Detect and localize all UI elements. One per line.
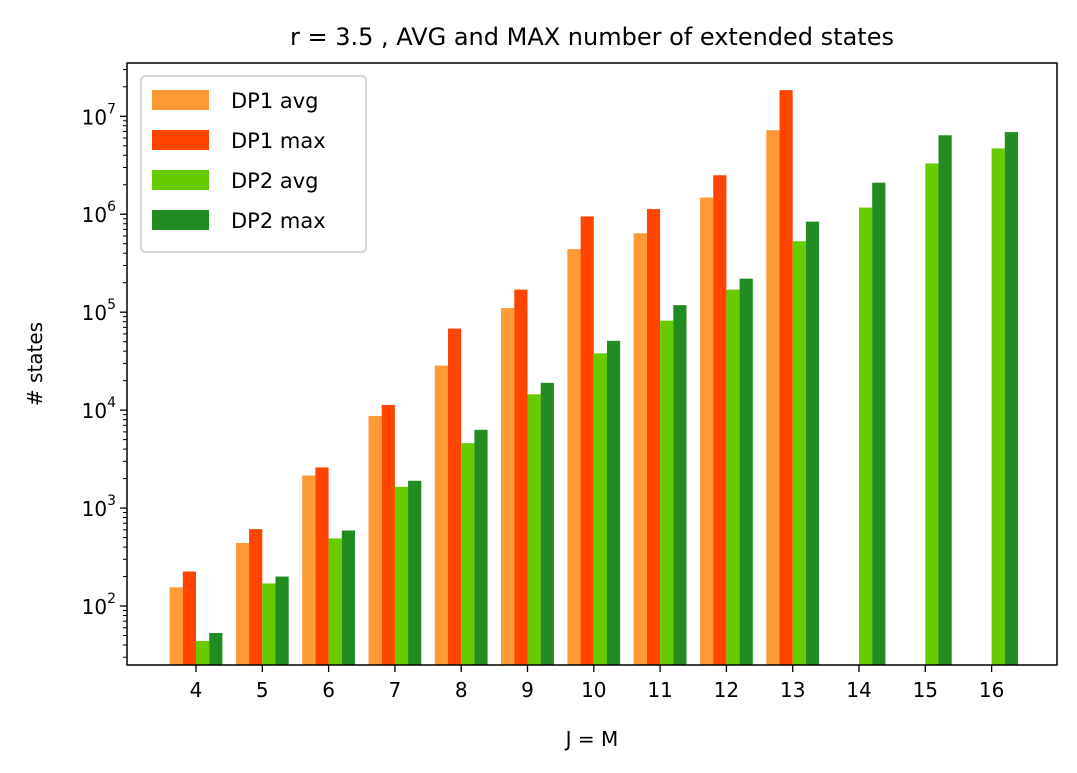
x-tick-label: 11 bbox=[647, 678, 672, 702]
bar-dp1-avg-7 bbox=[368, 416, 382, 665]
bar-dp2-avg-4 bbox=[196, 640, 210, 665]
bars-group bbox=[169, 90, 1018, 666]
x-tick-label: 6 bbox=[322, 678, 335, 702]
legend-label: DP1 max bbox=[231, 129, 326, 153]
x-axis: 4 5 6 7 8 9 10 11 12 13 14 15 16 bbox=[190, 665, 1004, 702]
bar-dp2-avg-12 bbox=[726, 289, 740, 665]
bar-dp1-max-11 bbox=[646, 209, 661, 666]
bar-dp2-max-7 bbox=[408, 480, 422, 665]
bar-dp2-max-16 bbox=[1004, 132, 1018, 665]
bar-dp2-avg-15 bbox=[925, 163, 939, 665]
bar-dp1-max-8 bbox=[448, 328, 462, 665]
y-tick-label: 104 bbox=[82, 395, 116, 423]
x-tick-label: 12 bbox=[714, 678, 739, 702]
bar-dp2-max-11 bbox=[673, 305, 687, 665]
bar-dp2-avg-7 bbox=[394, 486, 409, 665]
legend-label: DP2 avg bbox=[231, 169, 319, 193]
legend-swatch-dp1-max bbox=[152, 130, 209, 150]
legend-frame bbox=[140, 75, 367, 253]
bar-dp2-max-15 bbox=[938, 135, 952, 665]
plot-frame bbox=[126, 62, 1058, 666]
y-tick-label: 103 bbox=[82, 493, 116, 521]
legend-label: DP2 max bbox=[231, 209, 326, 233]
x-tick-label: 10 bbox=[581, 678, 606, 702]
bar-dp1-avg-4 bbox=[169, 587, 183, 665]
bar-dp1-avg-13 bbox=[766, 130, 780, 665]
bar-dp2-max-8 bbox=[474, 429, 488, 665]
bar-dp2-max-9 bbox=[540, 382, 554, 665]
x-tick-label: 8 bbox=[455, 678, 468, 702]
bar-dp1-max-10 bbox=[580, 216, 594, 666]
bar-dp2-avg-10 bbox=[593, 353, 607, 665]
bar-dp1-max-13 bbox=[779, 90, 793, 666]
x-tick-label: 16 bbox=[979, 678, 1004, 702]
y-axis-label: # states bbox=[23, 322, 47, 406]
x-axis-label: J = M bbox=[564, 727, 619, 751]
x-tick-label: 4 bbox=[190, 678, 203, 702]
chart-title: r = 3.5 , AVG and MAX number of extended… bbox=[290, 23, 894, 51]
y-tick-label: 105 bbox=[82, 297, 116, 325]
bar-dp1-avg-10 bbox=[567, 249, 581, 665]
bar-dp2-avg-6 bbox=[328, 538, 342, 665]
bar-dp2-max-10 bbox=[607, 340, 621, 665]
bar-dp2-max-14 bbox=[872, 182, 886, 665]
y-tick-label: 102 bbox=[82, 591, 116, 619]
bar-dp1-max-7 bbox=[381, 404, 395, 665]
x-tick-label: 13 bbox=[780, 678, 805, 702]
bar-dp1-avg-12 bbox=[700, 197, 714, 665]
y-axis: 102 103 104 105 106 107 bbox=[82, 69, 127, 658]
bar-dp1-avg-6 bbox=[302, 475, 316, 665]
legend-swatch-dp1-avg bbox=[152, 90, 209, 110]
x-tick-label: 5 bbox=[256, 678, 269, 702]
bar-dp2-max-13 bbox=[805, 221, 820, 665]
bar-dp2-avg-13 bbox=[792, 241, 806, 666]
x-tick-label: 15 bbox=[913, 678, 938, 702]
bar-dp2-max-6 bbox=[341, 530, 355, 665]
legend-swatch-dp2-max bbox=[152, 210, 209, 230]
legend: DP1 avg DP1 max DP2 avg DP2 max bbox=[140, 75, 367, 253]
bar-dp2-max-4 bbox=[209, 633, 223, 665]
bar-dp1-max-4 bbox=[182, 571, 196, 665]
bar-dp1-max-5 bbox=[249, 529, 263, 665]
bar-dp2-max-12 bbox=[739, 278, 753, 665]
legend-label: DP1 avg bbox=[231, 89, 319, 113]
bar-dp1-avg-8 bbox=[434, 365, 448, 665]
y-tick-label: 107 bbox=[82, 101, 116, 129]
bar-dp1-max-6 bbox=[315, 467, 329, 665]
bar-dp2-max-5 bbox=[275, 576, 289, 665]
bar-dp1-max-9 bbox=[514, 289, 528, 665]
bar-dp1-avg-5 bbox=[235, 543, 250, 665]
bar-dp2-avg-16 bbox=[991, 148, 1005, 665]
legend-swatch-dp2-avg bbox=[152, 170, 209, 190]
bar-dp1-max-12 bbox=[713, 175, 727, 665]
bar-dp2-avg-9 bbox=[527, 394, 541, 665]
x-tick-label: 9 bbox=[521, 678, 534, 702]
x-tick-label: 14 bbox=[846, 678, 871, 702]
bar-dp1-avg-11 bbox=[633, 233, 647, 665]
bar-dp2-avg-5 bbox=[262, 583, 276, 665]
y-tick-label: 106 bbox=[82, 199, 116, 227]
x-tick-label: 7 bbox=[389, 678, 402, 702]
bar-dp2-avg-14 bbox=[859, 207, 873, 665]
bar-dp2-avg-8 bbox=[461, 443, 475, 665]
bar-dp2-avg-11 bbox=[660, 320, 674, 665]
bar-dp1-avg-9 bbox=[501, 308, 515, 665]
